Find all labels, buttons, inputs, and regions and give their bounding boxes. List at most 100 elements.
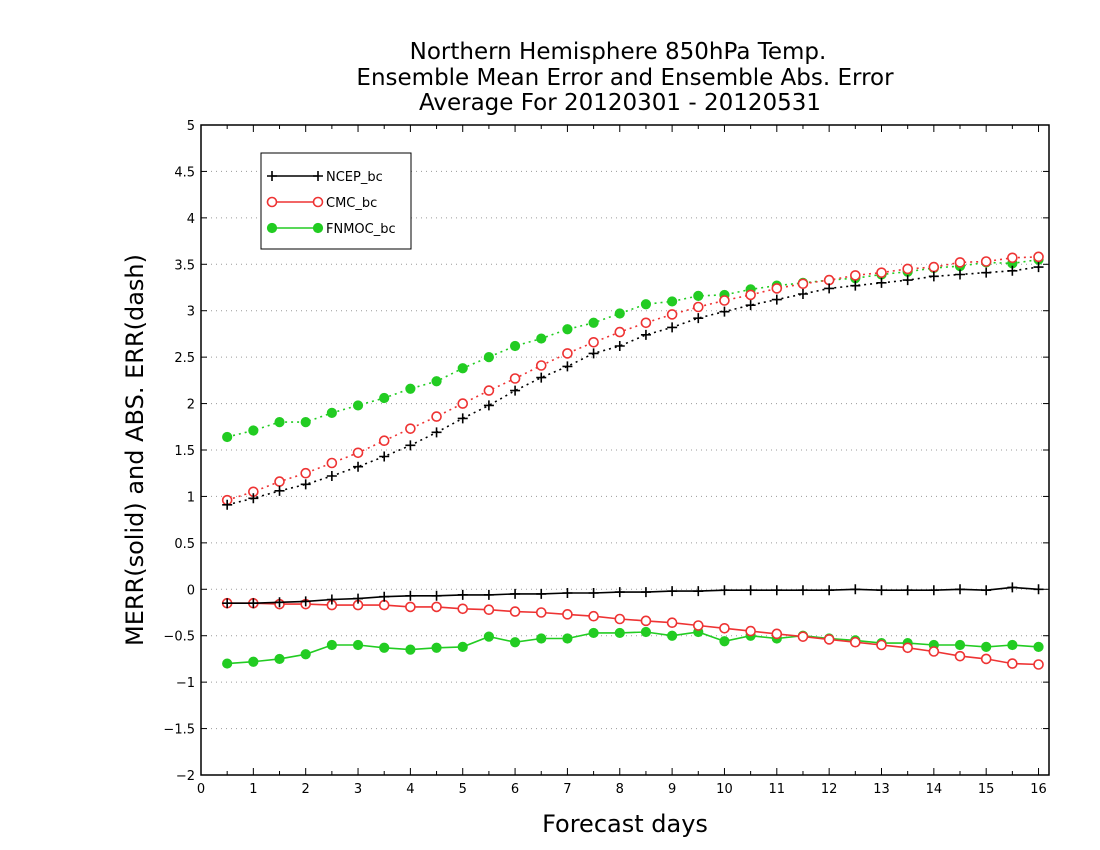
x-tick-label: 4 [406, 782, 414, 797]
ncep-bc-abs-err-point [902, 275, 913, 286]
plot-area [221, 251, 1044, 670]
ncep-bc-merr-point [300, 596, 311, 607]
ncep-bc-merr-point [693, 586, 704, 597]
x-tick-label: 8 [616, 782, 624, 797]
ncep-bc-abs-err-point [719, 306, 730, 317]
cmc-bc-abs-err-point [850, 270, 861, 281]
cmc-bc-abs-err-point [928, 261, 940, 273]
cmc-bc-merr-point [745, 625, 756, 637]
y-tick-label: 2 [187, 398, 195, 413]
ncep-bc-merr-point [326, 594, 337, 605]
ncep-bc-abs-err-point [667, 322, 678, 333]
cmc-bc-merr-point [771, 628, 783, 640]
cmc-bc-merr-line [227, 602, 1039, 666]
ncep-bc-merr-point [797, 585, 808, 596]
cmc-bc-abs-err-point [1033, 251, 1044, 263]
fnmoc-bc-abs-err-point [483, 352, 495, 363]
fnmoc-bc-abs-err-point [300, 417, 311, 428]
cmc-bc-merr-point [378, 599, 390, 611]
x-tick-label: 1 [249, 782, 257, 797]
ncep-bc-merr-point [353, 593, 364, 604]
legend-label: NCEP_bc [326, 170, 383, 185]
x-tick-label: 9 [668, 782, 676, 797]
ncep-bc-merr-point [902, 585, 913, 596]
ncep-bc-abs-err-point [745, 300, 756, 311]
y-tick-label: 3.5 [174, 258, 195, 273]
cmc-bc-abs-err-point [797, 278, 809, 290]
ncep-bc-abs-err-point [797, 289, 808, 299]
chart-title: Northern Hemisphere 850hPa Temp. Ensembl… [356, 39, 894, 116]
fnmoc-bc-abs-err-point [248, 425, 259, 436]
ncep-bc-merr-point [667, 586, 678, 597]
ncep-bc-merr-point [483, 589, 494, 600]
cmc-bc-merr-point [797, 631, 809, 642]
y-tick-label: 4 [187, 212, 195, 227]
x-axis-title: Forecast days [542, 810, 708, 838]
ncep-bc-merr-point [222, 598, 233, 609]
y-tick-label: 2.5 [174, 351, 195, 366]
fnmoc-bc-merr-point [954, 639, 966, 651]
x-tick-label: 12 [821, 782, 838, 797]
fnmoc-bc-merr-point [379, 642, 390, 653]
fnmoc-bc-abs-err-point [562, 324, 573, 335]
x-tick-label: 15 [978, 782, 995, 797]
ncep-bc-abs-err-point [431, 427, 442, 438]
x-tick-label: 13 [873, 782, 890, 797]
fnmoc-bc-merr-point [640, 626, 652, 638]
ncep-bc-merr-point [640, 587, 651, 598]
legend-marker [313, 171, 323, 181]
ncep-bc-abs-err-point [1007, 265, 1018, 276]
cmc-bc-merr-point [902, 642, 913, 654]
axes: 54.543.532.521.510.50−0.5−1−1.5−20 1 2 3 4 5 6… [163, 119, 1049, 797]
ncep-bc-merr-point [1007, 582, 1018, 593]
ncep-bc-merr-point [431, 590, 442, 601]
fnmoc-bc-merr-point [483, 631, 495, 642]
cmc-bc-abs-err-point [509, 373, 521, 384]
fnmoc-bc-abs-err-point [326, 407, 337, 418]
ncep-bc-merr-point [1033, 584, 1044, 595]
x-tick-label: 3 [354, 782, 362, 797]
ncep-bc-abs-err-point [300, 479, 311, 490]
y-axis-title: MERR(solid) and ABS. ERR(dash) [121, 254, 149, 646]
cmc-bc-abs-err-point [1007, 252, 1018, 264]
fnmoc-bc-abs-err-point [405, 383, 416, 394]
y-tick-label: −1 [176, 676, 195, 691]
fnmoc-bc-merr-point [326, 639, 337, 651]
fnmoc-bc-abs-err-point [667, 296, 678, 307]
x-tick-label: 16 [1030, 782, 1047, 797]
cmc-bc-merr-point [405, 601, 416, 613]
cmc-bc-merr-point [640, 615, 652, 627]
cmc-bc-abs-err-point [483, 385, 495, 396]
ncep-bc-abs-err-point [876, 277, 887, 288]
ncep-bc-abs-err-point [405, 440, 416, 451]
legend-label: CMC_bc [326, 196, 377, 211]
ncep-bc-abs-err-point [614, 341, 625, 351]
fnmoc-bc-merr-point [431, 642, 442, 653]
fnmoc-bc-abs-err-point [536, 333, 547, 344]
legend-box [260, 152, 412, 250]
cmc-bc-abs-err-line [226, 256, 1039, 501]
fnmoc-bc-abs-err-point [509, 340, 521, 352]
fnmoc-bc-abs-err-line [227, 258, 1039, 438]
cmc-bc-abs-err-point [378, 435, 390, 447]
ncep-bc-abs-err-point [326, 471, 337, 481]
cmc-bc-abs-err-point [405, 423, 416, 434]
ncep-bc-merr-line [227, 586, 1039, 605]
legend-marker [267, 171, 277, 181]
cmc-bc-abs-err-point [719, 295, 730, 306]
y-tick-label: −2 [176, 769, 195, 784]
y-tick-label: 0.5 [174, 537, 195, 552]
cmc-bc-merr-point [1033, 659, 1044, 670]
ncep-bc-abs-err-point [379, 451, 390, 462]
ncep-bc-abs-err-point [457, 413, 468, 424]
ncep-bc-abs-err-point [536, 372, 547, 383]
cmc-bc-abs-err-point [562, 348, 573, 359]
ncep-bc-merr-point [981, 585, 992, 596]
fnmoc-bc-abs-err-point [352, 400, 364, 411]
ncep-bc-abs-err-line [227, 266, 1039, 506]
ncep-bc-abs-err-point [562, 361, 573, 372]
ncep-bc-merr-point [850, 584, 861, 595]
ncep-bc-abs-err-point [693, 313, 704, 324]
legend: NCEP_bc CMC_bc FNMOC_bc [260, 152, 412, 250]
x-tick-label: 7 [563, 782, 571, 797]
